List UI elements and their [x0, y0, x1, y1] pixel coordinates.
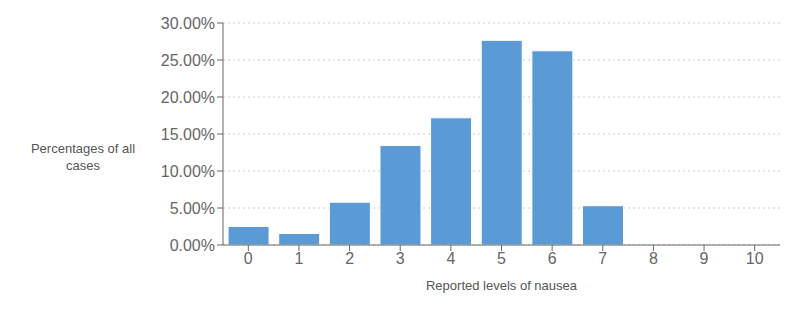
svg-text:2: 2 — [345, 250, 354, 267]
svg-text:15.00%: 15.00% — [161, 126, 215, 143]
svg-text:7: 7 — [598, 250, 607, 267]
svg-text:6: 6 — [548, 250, 557, 267]
svg-text:1: 1 — [295, 250, 304, 267]
svg-text:8: 8 — [649, 250, 658, 267]
svg-text:30.00%: 30.00% — [161, 15, 215, 32]
svg-text:4: 4 — [446, 250, 455, 267]
svg-text:5: 5 — [497, 250, 506, 267]
svg-text:Reported levels of nausea: Reported levels of nausea — [426, 278, 578, 293]
html-text:cases: cases — [66, 157, 100, 173]
svg-text:10: 10 — [746, 250, 764, 267]
svg-text:25.00%: 25.00% — [161, 52, 215, 69]
svg-text:0: 0 — [244, 250, 253, 267]
svg-text:10.00%: 10.00% — [161, 163, 215, 180]
svg-text:9: 9 — [700, 250, 709, 267]
svg-text:3: 3 — [396, 250, 405, 267]
svg-text:20.00%: 20.00% — [161, 89, 215, 106]
svg-text:0.00%: 0.00% — [170, 237, 215, 254]
svg-text:5.00%: 5.00% — [170, 200, 215, 217]
html-text:Percentages of all: Percentages of all — [31, 140, 135, 156]
